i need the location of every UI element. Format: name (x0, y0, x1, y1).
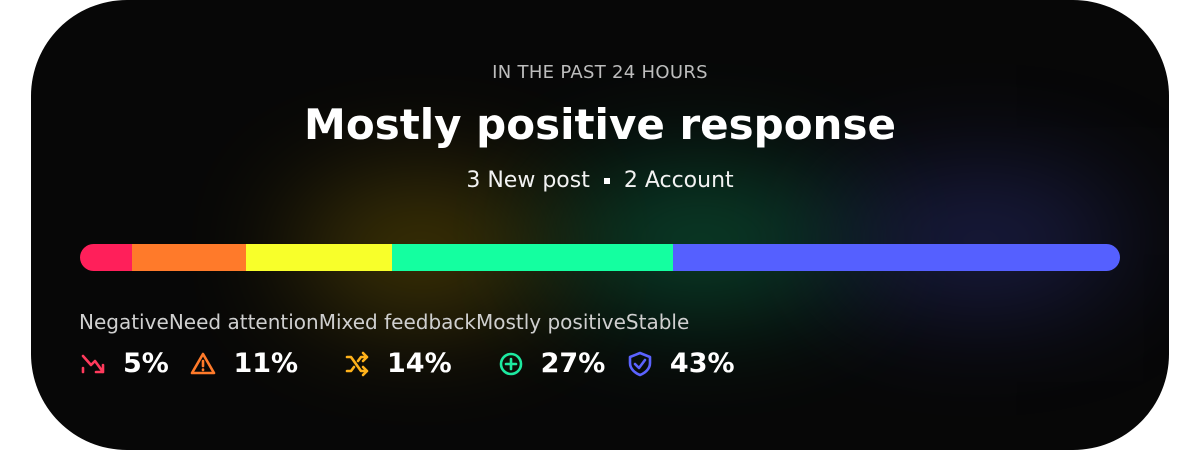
meta-item: 3 New post (466, 168, 590, 193)
legend-value-row: 43% (626, 348, 735, 379)
legend: Negative 5% Need attention 11% Mixed feedbac… (79, 306, 1121, 386)
legend-item: Mixed feedback 14% (319, 306, 476, 386)
icon (345, 351, 369, 376)
icon (81, 354, 105, 373)
bar-segment (80, 244, 132, 271)
glow (551, 180, 851, 300)
title: Mostly positive response (304, 100, 896, 149)
bar-segment (391, 244, 673, 271)
glow (831, 180, 1131, 300)
legend-value-row: 14% (319, 348, 476, 379)
legend-value: 11% (233, 348, 299, 379)
sentiment-bar (80, 244, 1120, 271)
bar-segment (246, 244, 392, 271)
separator (603, 178, 610, 184)
legend-value-row: 11% (169, 348, 319, 379)
legend-value: 14% (387, 348, 452, 379)
legend-value-row: 27% (476, 348, 626, 379)
legend-item: Stable 43% (626, 306, 735, 386)
meta: 3 New post 2 Account (31, 168, 1169, 193)
legend-label: Need attention (168, 310, 319, 334)
icon (499, 352, 522, 375)
meta-item: 2 Account (623, 168, 734, 193)
legend-value: 5% (123, 348, 169, 379)
icon (628, 351, 652, 376)
legend-label: Negative (79, 310, 169, 334)
legend-item: Need attention 11% (169, 306, 319, 386)
bar-segment (132, 244, 247, 271)
legend-value: 43% (669, 348, 735, 379)
legend-label: Stable (625, 310, 690, 334)
legend-item: Negative 5% (79, 306, 169, 386)
bar-segment (672, 244, 1120, 271)
legend-item: Mostly positive 27% (476, 306, 626, 386)
eyebrow: IN THE PAST 24 HOURS (492, 62, 708, 83)
legend-label: Mixed feedback (318, 310, 476, 334)
card: IN THE PAST 24 HOURS Mostly positive res… (31, 0, 1169, 450)
icon (191, 352, 216, 374)
legend-value: 27% (540, 348, 606, 379)
legend-label: Mostly positive (475, 310, 626, 334)
legend-value-row: 5% (79, 348, 169, 379)
